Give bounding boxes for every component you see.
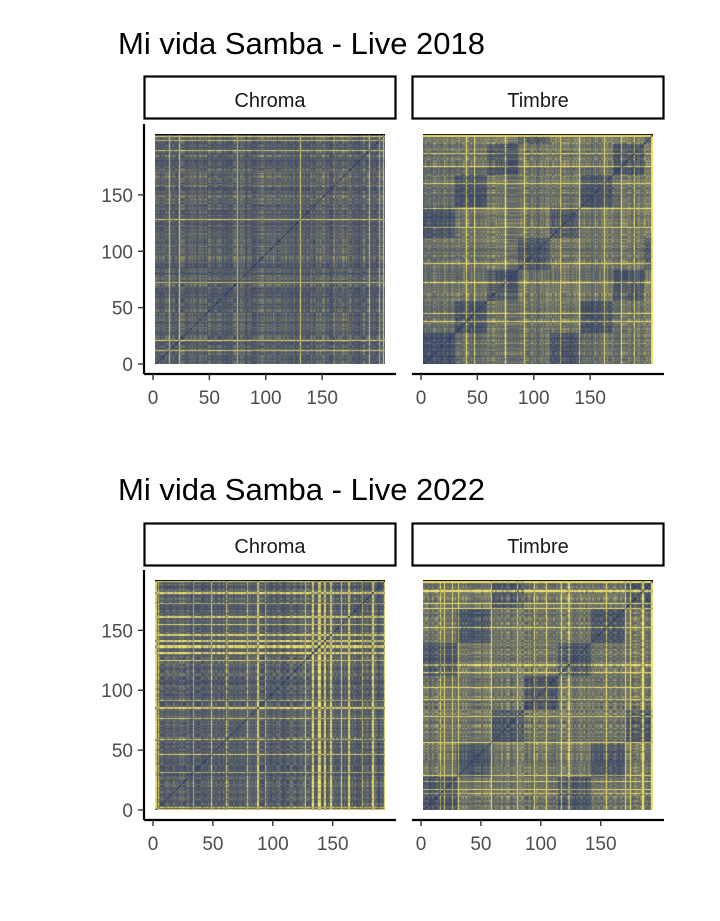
x-tick-label: 100 [518,388,550,409]
x-tick-label: 100 [250,388,282,409]
x-tick-label: 0 [148,388,159,409]
y-tick-label: 0 [122,801,133,822]
y-tick-label: 100 [101,242,133,263]
x-tick-label: 100 [525,834,557,855]
x-tick-label: 50 [199,388,220,409]
x-tick-label: 0 [416,834,427,855]
x-tick-label: 0 [148,834,159,855]
chart-2018: Mi vida Samba - Live 2018 Chroma Timbre … [101,26,665,409]
chart-title: Mi vida Samba - Live 2022 [118,472,485,507]
facet-label-chroma: Chroma [234,536,306,558]
facet-strip-timbre [411,522,665,567]
axes: 0 50 100 150 0 50 100 150 0 50 100 150 [101,570,664,855]
heatmap-chroma [155,580,385,810]
facet-strip-chroma [143,75,397,120]
x-tick-label: 150 [574,388,606,409]
heatmap-chroma [155,134,385,364]
x-tick-label: 150 [317,834,349,855]
x-tick-label: 50 [202,834,223,855]
x-tick-label: 100 [257,834,289,855]
chart-2022: Mi vida Samba - Live 2022 Chroma Timbre … [101,472,665,855]
y-tick-label: 0 [122,355,133,376]
x-tick-label: 150 [306,388,338,409]
y-tick-label: 50 [112,741,133,762]
chart-title: Mi vida Samba - Live 2018 [118,26,485,61]
heatmap-timbre [423,580,653,810]
y-tick-label: 50 [112,299,133,320]
heatmap-cells [423,134,653,364]
x-tick-label: 0 [416,388,427,409]
x-tick-label: 50 [467,388,488,409]
facet-label-timbre: Timbre [507,90,568,112]
facet-strip-chroma [143,522,397,567]
y-tick-label: 150 [101,621,133,642]
heatmap-timbre [423,134,653,364]
x-tick-label: 50 [470,834,491,855]
heatmap-cells [155,134,385,364]
heatmap-cells [423,580,653,810]
y-tick-label: 150 [101,186,133,207]
facet-label-timbre: Timbre [507,536,568,558]
x-tick-label: 150 [585,834,617,855]
facet-strip-timbre [411,75,665,120]
heatmap-cells [155,580,385,810]
axes: 0 50 100 150 0 50 100 150 0 50 100 150 [101,124,664,409]
facet-label-chroma: Chroma [234,90,306,112]
y-tick-label: 100 [101,681,133,702]
